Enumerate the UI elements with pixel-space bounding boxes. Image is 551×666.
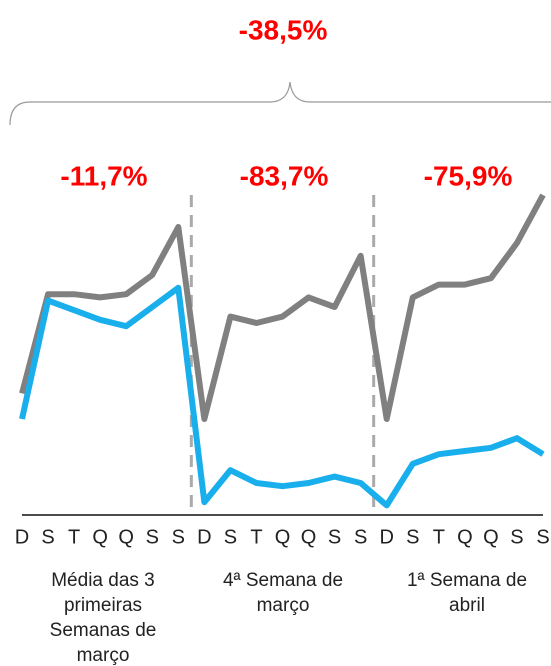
- x-tick-label: Q: [275, 526, 291, 548]
- x-tick-label: T: [250, 526, 262, 548]
- annotation: -83,7%: [240, 160, 329, 191]
- x-tick-label: S: [354, 526, 367, 548]
- x-tick-label: Q: [92, 526, 108, 548]
- x-tick-label: T: [68, 526, 80, 548]
- x-tick-label: D: [15, 526, 29, 548]
- group-label: Média das 3 primeiras Semanas de março: [49, 570, 157, 666]
- x-tick-label: S: [172, 526, 185, 548]
- x-tick-label: Q: [483, 526, 499, 548]
- x-tick-label: D: [379, 526, 393, 548]
- x-tick-label: T: [433, 526, 445, 548]
- line-series: [19, 284, 545, 509]
- x-tick-label: S: [536, 526, 549, 548]
- x-tick-label: D: [197, 526, 211, 548]
- group-label: 4ª Semana de março: [222, 570, 344, 616]
- x-tick-label: Q: [301, 526, 317, 548]
- x-tick-label: S: [224, 526, 237, 548]
- x-tick-label: S: [41, 526, 54, 548]
- x-tick-label: Q: [118, 526, 134, 548]
- group-label: 1ª Semana de abril: [406, 570, 528, 616]
- line-series: [19, 193, 546, 422]
- x-tick-label: S: [328, 526, 341, 548]
- x-tick-label: S: [146, 526, 159, 548]
- x-tick-label: S: [406, 526, 419, 548]
- x-tick-label: S: [510, 526, 523, 548]
- annotation: -75,9%: [424, 160, 513, 191]
- x-tick-label: Q: [457, 526, 473, 548]
- annotation: -38,5%: [239, 14, 328, 45]
- annotation: -11,7%: [60, 160, 147, 191]
- brace: [9, 81, 551, 126]
